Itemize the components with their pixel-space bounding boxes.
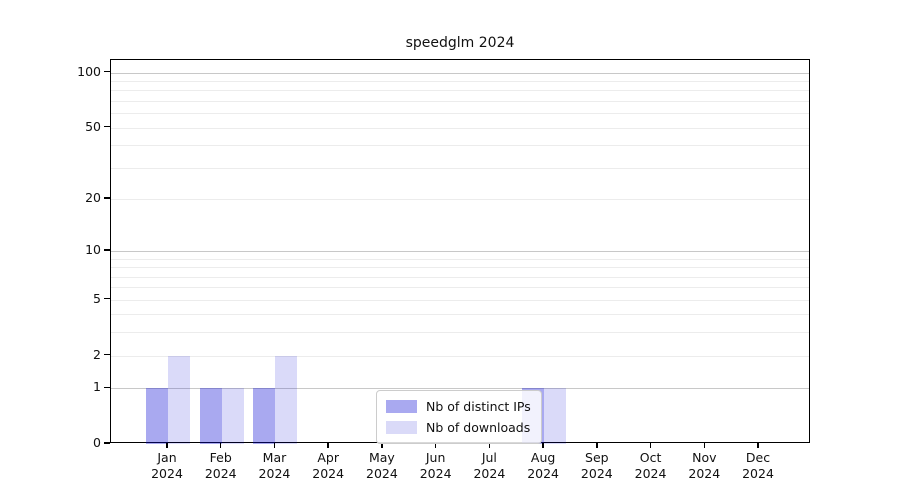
legend-item-distinct-ips: Nb of distinct IPs [386, 396, 532, 417]
y-tick [104, 70, 110, 73]
x-tick-label: May 2024 [366, 450, 398, 481]
legend-swatch-distinct-ips-icon [386, 400, 417, 413]
bar-nb-of-downloads [275, 355, 298, 444]
x-tick-label: Feb 2024 [204, 450, 237, 481]
x-tick-label: Sep 2024 [580, 450, 613, 481]
x-tick-label: Jun 2024 [419, 450, 452, 481]
y-tick [104, 442, 110, 444]
x-tick-label: Mar 2024 [258, 450, 291, 481]
y-gridline-major [111, 72, 809, 74]
y-tick-label: 20 [85, 189, 101, 205]
y-tick [104, 125, 110, 128]
x-tick-label: Oct 2024 [634, 450, 667, 481]
bar-nb-of-distinct-ips [146, 388, 168, 444]
x-tick [220, 443, 222, 448]
x-tick-label: Jul 2024 [473, 450, 506, 481]
x-tick [166, 443, 168, 448]
x-tick-label: Aug 2024 [527, 450, 560, 481]
x-tick-label: Nov 2024 [688, 450, 721, 481]
bar-nb-of-downloads [168, 355, 190, 444]
y-gridline-minor [111, 276, 809, 278]
y-tick-label: 0 [93, 435, 101, 450]
plot-area [110, 59, 810, 444]
x-tick [488, 443, 491, 448]
y-tick-label: 100 [77, 63, 101, 79]
y-tick [104, 298, 110, 300]
x-tick [327, 443, 329, 448]
bar-nb-of-downloads [544, 388, 567, 444]
x-tick-label: Apr 2024 [312, 450, 345, 481]
y-tick [104, 249, 110, 251]
y-gridline-minor [111, 314, 809, 316]
y-gridline-minor [111, 287, 809, 289]
legend-swatch-downloads-icon [386, 421, 417, 434]
x-tick [381, 443, 383, 448]
y-gridline-minor [111, 167, 809, 169]
y-gridline-minor [111, 267, 809, 269]
y-gridline-minor [111, 198, 809, 200]
bar-nb-of-distinct-ips [199, 388, 222, 444]
y-gridline-minor [111, 90, 809, 92]
y-tick-label: 50 [85, 118, 101, 134]
x-tick [542, 443, 544, 448]
y-gridline-minor [111, 332, 809, 334]
y-gridline-minor [111, 258, 809, 260]
y-tick [104, 353, 110, 356]
y-gridline-minor [111, 80, 809, 82]
x-tick [434, 443, 437, 448]
x-tick [649, 443, 652, 448]
x-tick [703, 443, 705, 448]
y-tick-label: 1 [93, 379, 101, 395]
x-tick [273, 443, 276, 448]
y-gridline-major [111, 388, 809, 390]
y-gridline-major [111, 250, 809, 252]
y-gridline-minor [111, 100, 809, 102]
y-gridline-minor [111, 299, 809, 301]
y-tick [104, 386, 110, 388]
bar-nb-of-downloads [221, 388, 244, 444]
legend-label-distinct-ips: Nb of distinct IPs [426, 399, 531, 414]
bar-nb-of-distinct-ips [253, 388, 276, 444]
x-tick [757, 443, 759, 448]
y-tick-label: 5 [93, 290, 101, 306]
y-gridline-minor [111, 113, 809, 115]
x-tick-label: Dec 2024 [742, 450, 774, 481]
y-gridline-minor [111, 145, 809, 147]
x-tick-label: Jan 2024 [151, 450, 183, 481]
y-tick-label: 2 [93, 346, 101, 362]
legend-item-downloads: Nb of downloads [386, 417, 532, 438]
x-tick [596, 443, 598, 448]
y-tick-label: 10 [85, 241, 101, 257]
legend-label-downloads: Nb of downloads [426, 420, 531, 435]
chart-title: speedglm 2024 [405, 35, 515, 51]
legend: Nb of distinct IPs Nb of downloads [376, 390, 542, 444]
y-gridline-minor [111, 127, 809, 129]
y-gridline-minor [111, 355, 809, 357]
y-tick [104, 197, 110, 199]
